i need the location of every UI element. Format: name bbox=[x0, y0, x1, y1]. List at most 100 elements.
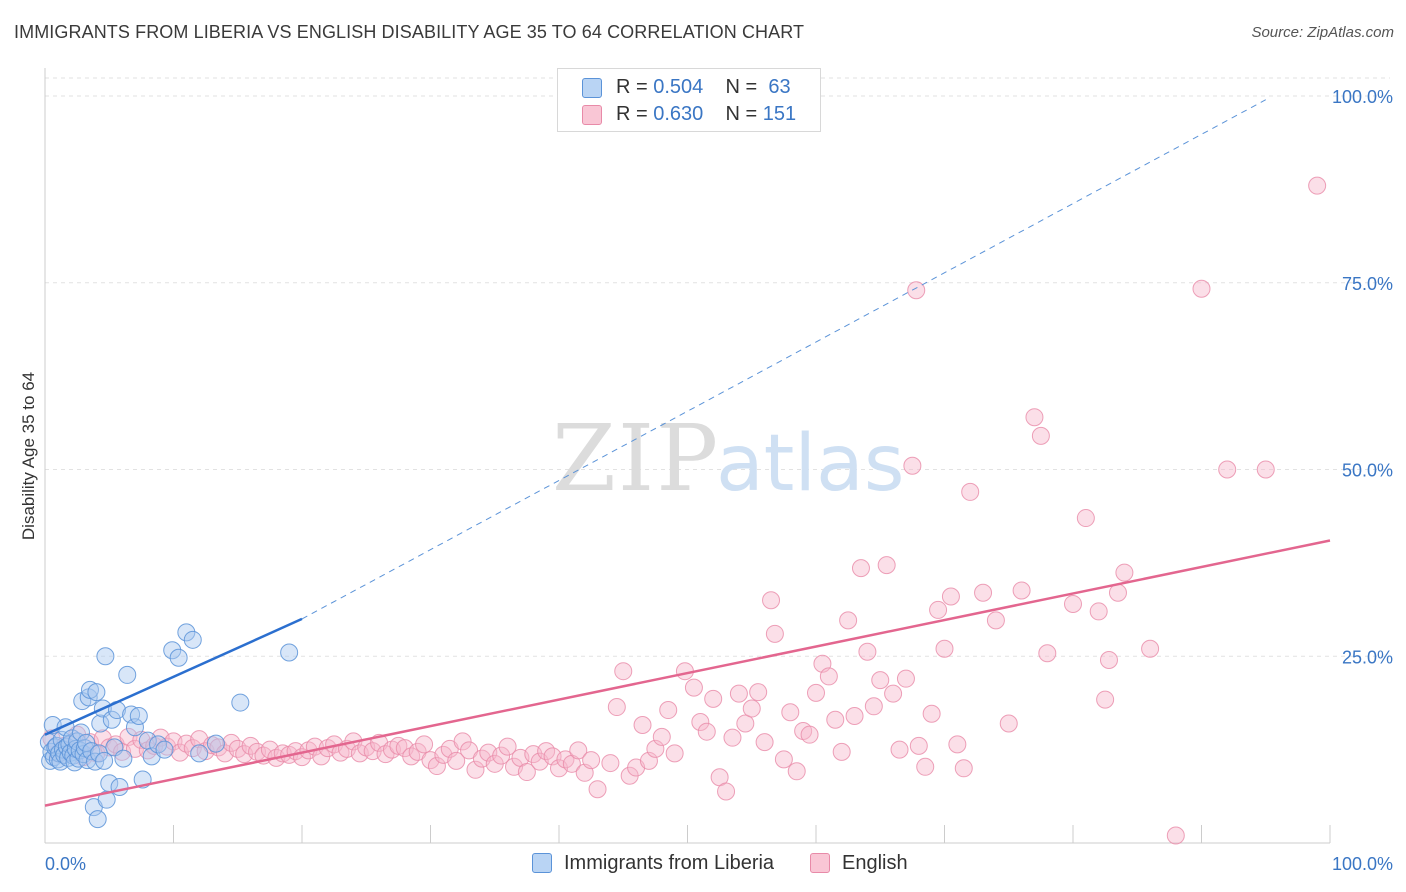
legend-r-value-liberia: 0.504 bbox=[653, 76, 704, 98]
english-point bbox=[896, 669, 915, 688]
y-axis-label: Disability Age 35 to 64 bbox=[19, 372, 38, 540]
english-point bbox=[765, 624, 784, 643]
english-point bbox=[762, 591, 781, 610]
liberia-point bbox=[280, 643, 299, 662]
english-point bbox=[774, 750, 793, 769]
english-point bbox=[807, 683, 825, 702]
english-point bbox=[1064, 594, 1082, 613]
legend-r-value-english: 0.630 bbox=[653, 103, 704, 125]
liberia-point bbox=[91, 714, 110, 733]
y-tick-label: 75.0% bbox=[1342, 274, 1393, 294]
english-point bbox=[1108, 583, 1127, 602]
english-point bbox=[1025, 408, 1044, 427]
english-point bbox=[1218, 460, 1237, 479]
english-point bbox=[907, 281, 926, 300]
english-point bbox=[755, 733, 774, 752]
liberia-point bbox=[183, 630, 202, 649]
liberia-point bbox=[87, 683, 106, 702]
english-point bbox=[659, 701, 678, 720]
english-point bbox=[633, 715, 652, 734]
legend-n-value-english: 151 bbox=[762, 103, 797, 125]
english-point bbox=[125, 739, 144, 758]
liberia-point bbox=[86, 752, 105, 771]
english-point bbox=[954, 759, 973, 778]
liberia-point bbox=[102, 710, 121, 729]
legend-n-value-liberia: 63 bbox=[768, 76, 791, 98]
legend-n-label: N = bbox=[725, 76, 763, 98]
legend-swatch-liberia bbox=[582, 78, 602, 98]
tick-labels: 25.0% 50.0% 75.0% 100.0% 0.0% 100.0% bbox=[45, 87, 1393, 874]
english-point bbox=[408, 742, 427, 761]
english-point bbox=[742, 699, 761, 718]
liberia-points bbox=[39, 623, 299, 829]
liberia-point bbox=[163, 641, 182, 660]
english-point bbox=[877, 556, 896, 575]
english-point bbox=[922, 704, 941, 723]
english-trend-line bbox=[44, 539, 1331, 807]
watermark: ZIP atlas bbox=[552, 405, 905, 512]
english-point bbox=[858, 642, 877, 661]
liberia-point bbox=[114, 749, 133, 768]
english-point bbox=[691, 712, 710, 731]
english-point bbox=[864, 697, 883, 716]
english-point bbox=[1166, 826, 1185, 845]
liberia-point bbox=[190, 744, 209, 763]
liberia-point bbox=[169, 648, 188, 667]
legend: R = 0.504 N = 63 R = 0.630 N = 151 bbox=[557, 68, 821, 132]
english-point bbox=[582, 751, 601, 770]
x-tick-label-max: 100.0% bbox=[1332, 854, 1393, 874]
english-point bbox=[415, 735, 434, 754]
english-point bbox=[492, 746, 511, 765]
english-point bbox=[1038, 644, 1057, 663]
english-point bbox=[845, 707, 864, 726]
english-point bbox=[569, 741, 588, 760]
english-point bbox=[1031, 426, 1050, 445]
english-point bbox=[460, 741, 479, 760]
english-point bbox=[665, 744, 684, 763]
axes bbox=[44, 68, 1331, 844]
english-point bbox=[684, 678, 703, 697]
english-point bbox=[781, 703, 800, 722]
trend-lines bbox=[44, 99, 1331, 807]
bottom-legend-label-english: English bbox=[842, 852, 908, 874]
watermark-zip: ZIP bbox=[552, 405, 720, 512]
english-point bbox=[639, 751, 658, 770]
liberia-point bbox=[95, 751, 114, 770]
english-point bbox=[749, 683, 768, 702]
liberia-point bbox=[118, 665, 137, 684]
chart-source: Source: ZipAtlas.com bbox=[1251, 24, 1394, 41]
english-point bbox=[697, 722, 716, 741]
liberia-point bbox=[206, 734, 225, 753]
english-point bbox=[1308, 176, 1327, 195]
x-tick-label-min: 0.0% bbox=[45, 854, 86, 874]
english-point bbox=[1012, 581, 1031, 600]
english-point bbox=[871, 671, 890, 690]
english-point bbox=[614, 662, 633, 681]
liberia-point bbox=[96, 647, 115, 666]
bottom-legend-swatch-english bbox=[810, 853, 830, 873]
liberia-point bbox=[110, 777, 129, 796]
english-point bbox=[736, 714, 755, 733]
english-point bbox=[819, 667, 838, 686]
english-point bbox=[948, 735, 967, 754]
english-point bbox=[1096, 690, 1115, 709]
english-point bbox=[839, 611, 858, 630]
legend-r-label: R = bbox=[616, 76, 654, 98]
english-point bbox=[1099, 650, 1118, 669]
english-point bbox=[607, 698, 626, 717]
english-point bbox=[903, 456, 922, 475]
chart-title: IMMIGRANTS FROM LIBERIA VS ENGLISH DISAB… bbox=[14, 22, 805, 42]
bottom-legend-swatch-liberia bbox=[532, 853, 552, 873]
english-point bbox=[929, 600, 948, 619]
english-point bbox=[909, 736, 928, 755]
english-point bbox=[729, 684, 748, 703]
liberia-trend-extension bbox=[301, 99, 1266, 620]
english-point bbox=[723, 728, 742, 747]
english-point bbox=[961, 482, 980, 501]
english-point bbox=[941, 587, 960, 606]
english-point bbox=[1192, 279, 1211, 298]
legend-r-label: R = bbox=[616, 103, 654, 125]
bottom-legend-label-liberia: Immigrants from Liberia bbox=[564, 852, 775, 874]
english-point bbox=[453, 732, 472, 751]
